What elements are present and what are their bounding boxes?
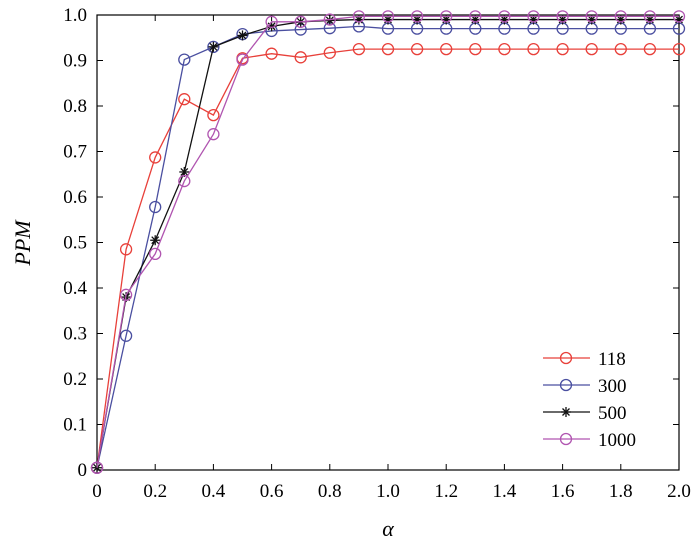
data-point bbox=[265, 15, 278, 28]
x-tick-label: 0 bbox=[92, 481, 102, 502]
data-point bbox=[149, 200, 162, 214]
data-point bbox=[323, 46, 336, 59]
y-tick-label: 0.3 bbox=[63, 324, 87, 345]
data-point bbox=[585, 42, 598, 56]
data-point bbox=[208, 41, 219, 52]
data-point bbox=[614, 42, 627, 56]
data-point bbox=[527, 42, 540, 56]
legend-item: 500 bbox=[543, 403, 627, 424]
data-point bbox=[119, 288, 133, 301]
data-point bbox=[410, 42, 424, 56]
x-axis-title: α bbox=[382, 516, 394, 541]
y-tick-label: 0.8 bbox=[63, 96, 87, 117]
x-tick-label: 1.8 bbox=[609, 481, 633, 502]
data-point bbox=[614, 10, 627, 23]
series-1000 bbox=[90, 10, 686, 474]
data-point bbox=[150, 235, 161, 246]
legend: 118 300 500 1000 bbox=[543, 349, 636, 451]
legend-item: 118 bbox=[543, 349, 626, 370]
x-tick-label: 0.8 bbox=[318, 481, 342, 502]
x-tick-label: 1.0 bbox=[376, 481, 400, 502]
data-point bbox=[178, 53, 191, 66]
y-tick-label: 0.4 bbox=[63, 278, 87, 299]
data-point bbox=[556, 42, 569, 56]
data-point bbox=[178, 174, 191, 188]
data-point bbox=[469, 10, 482, 23]
legend-marker bbox=[561, 407, 571, 417]
data-point bbox=[294, 51, 307, 64]
y-tick-label: 0.5 bbox=[63, 233, 87, 254]
data-point bbox=[381, 42, 395, 56]
legend-label: 118 bbox=[598, 349, 626, 370]
data-point bbox=[237, 30, 248, 41]
data-point bbox=[498, 42, 511, 56]
x-tick-label: 1.6 bbox=[551, 481, 575, 502]
y-tick-label: 0.9 bbox=[63, 51, 87, 72]
legend-label: 500 bbox=[598, 403, 627, 424]
y-axis-title: PPM bbox=[10, 219, 35, 267]
series-line bbox=[96, 48, 679, 468]
data-point bbox=[207, 108, 220, 122]
data-point bbox=[352, 10, 366, 23]
y-tick-label: 0.2 bbox=[63, 369, 87, 390]
data-point bbox=[643, 10, 657, 23]
data-point bbox=[178, 93, 191, 106]
y-axis: 0 0.1 0.2 0.3 0.4 0.5 0.6 0.7 0.8 0.9 1.0 bbox=[63, 5, 679, 481]
x-tick-label: 2.0 bbox=[667, 481, 691, 502]
x-tick-label: 1.2 bbox=[434, 481, 458, 502]
legend-label: 1000 bbox=[598, 430, 636, 451]
data-point bbox=[556, 10, 569, 23]
data-point bbox=[207, 128, 220, 141]
data-point bbox=[381, 10, 395, 23]
data-point bbox=[672, 42, 686, 56]
data-point bbox=[294, 15, 307, 28]
data-point bbox=[119, 329, 133, 342]
y-tick-label: 0.1 bbox=[63, 415, 87, 436]
y-tick-label: 0 bbox=[78, 460, 88, 481]
y-tick-label: 0.7 bbox=[63, 142, 87, 163]
y-tick-label: 1.0 bbox=[63, 5, 87, 26]
data-point bbox=[672, 10, 686, 23]
data-point bbox=[149, 151, 162, 164]
legend-item: 300 bbox=[543, 376, 627, 397]
x-tick-label: 0.4 bbox=[202, 481, 226, 502]
data-point bbox=[207, 40, 220, 53]
data-point bbox=[498, 10, 511, 23]
data-point bbox=[440, 10, 453, 23]
data-point bbox=[119, 243, 133, 256]
data-point bbox=[90, 461, 104, 474]
data-point bbox=[585, 10, 598, 23]
legend-marker bbox=[559, 432, 573, 446]
legend-label: 300 bbox=[598, 376, 627, 397]
data-point bbox=[643, 42, 657, 56]
data-point bbox=[236, 53, 249, 66]
data-point bbox=[149, 247, 162, 261]
legend-marker bbox=[559, 378, 573, 392]
data-point bbox=[323, 13, 336, 26]
data-point bbox=[352, 42, 366, 56]
legend-item: 1000 bbox=[543, 430, 636, 451]
y-tick-label: 0.6 bbox=[63, 187, 87, 208]
x-tick-label: 1.4 bbox=[493, 481, 517, 502]
series-line bbox=[96, 25, 679, 468]
series-line bbox=[96, 15, 679, 468]
legend-marker bbox=[559, 351, 573, 365]
data-point bbox=[265, 47, 278, 60]
x-axis: 0 0.2 0.4 0.6 0.8 1.0 1.2 1.4 1.6 1.8 2.0 bbox=[92, 15, 691, 502]
data-point bbox=[440, 42, 453, 56]
data-point bbox=[410, 10, 424, 23]
series-layer bbox=[90, 10, 686, 474]
x-tick-label: 0.6 bbox=[260, 481, 284, 502]
x-tick-label: 0.2 bbox=[143, 481, 167, 502]
legend-box bbox=[537, 340, 667, 455]
data-point bbox=[469, 42, 482, 56]
data-point bbox=[527, 10, 540, 23]
